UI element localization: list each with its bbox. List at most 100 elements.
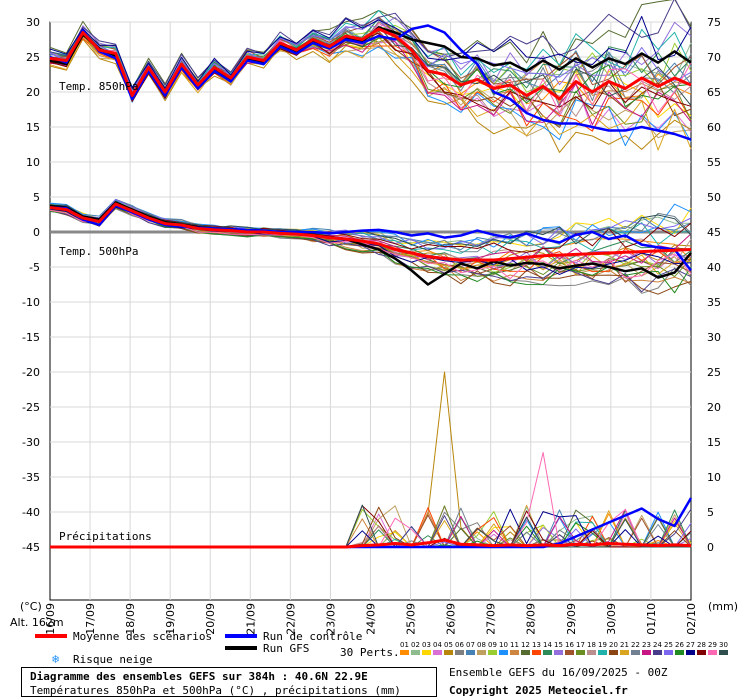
perturbation-swatch [675, 650, 684, 655]
left-axis-ticks: 30 25 20 15 10 5 0 -5 -10 -15 -20 -25 -30 -35 -40 -45 [22, 16, 40, 554]
left-tick-label: -5 [29, 261, 40, 274]
x-tick-label: 30/09 [605, 603, 618, 635]
altitude-label: Alt. 162m [10, 616, 64, 629]
perturbation-swatch [631, 650, 640, 655]
perturbation-swatch [598, 650, 607, 655]
perturbation-swatch [400, 650, 409, 655]
right-tick-label: 10 [707, 471, 721, 484]
left-tick-label: 25 [26, 51, 40, 64]
x-tick-label: 24/09 [364, 603, 377, 635]
t850-panel-label: Temp. 850hPa [59, 80, 138, 93]
right-tick-label: 35 [707, 296, 721, 309]
perturbations-count-label: 30 Perts. [340, 646, 400, 659]
x-tick-label: 22/09 [284, 603, 297, 635]
perturbation-swatch [510, 650, 519, 655]
x-tick-label: 26/09 [445, 603, 458, 635]
perturbation-number: 25 [664, 641, 673, 649]
perturbation-swatch [532, 650, 541, 655]
perturbation-swatch [499, 650, 508, 655]
right-tick-label: 15 [707, 436, 721, 449]
perturbation-number: 06 [455, 641, 464, 649]
perturbation-t500-line [49, 206, 692, 293]
x-tick-label: 17/09 [84, 603, 97, 635]
left-tick-label: -45 [22, 541, 40, 554]
perturbation-number: 20 [609, 641, 618, 649]
x-tick-label: 23/09 [324, 603, 337, 635]
x-tick-label: 01/10 [645, 603, 658, 635]
left-tick-label: 20 [26, 86, 40, 99]
perturbation-number: 08 [477, 641, 486, 649]
left-tick-label: -40 [22, 506, 40, 519]
perturbation-swatch [587, 650, 596, 655]
perturbation-number: 14 [543, 641, 552, 649]
perturbation-swatch [686, 650, 695, 655]
perturbation-number: 27 [686, 641, 695, 649]
right-tick-label: 20 [707, 401, 721, 414]
chart-subtitle: Températures 850hPa et 500hPa (°C) , pré… [30, 684, 401, 697]
x-tick-label: 02/10 [685, 603, 698, 635]
perturbation-swatch [455, 650, 464, 655]
perturbation-number: 09 [488, 641, 497, 649]
perturbation-number: 15 [554, 641, 563, 649]
perturbation-number: 23 [642, 641, 651, 649]
run-info: Ensemble GEFS du 16/09/2025 - 00Z [449, 666, 668, 679]
right-tick-label: 0 [707, 541, 714, 554]
perturbation-number: 16 [565, 641, 574, 649]
right-unit-label: (mm) [708, 600, 738, 613]
perturbation-swatch [609, 650, 618, 655]
perturbation-swatch [433, 650, 442, 655]
left-tick-label: -35 [22, 471, 40, 484]
main-lines [49, 24, 693, 549]
legend-mean-label: Moyenne des scénarios [73, 630, 212, 643]
perturbation-number: 17 [576, 641, 585, 649]
right-tick-label: 30 [707, 331, 721, 344]
x-axis-ticks: 16/09 17/09 18/09 19/09 20/09 21/09 22/09 23/09… [44, 603, 698, 635]
perturbation-number: 03 [422, 641, 431, 649]
mean-t850-line [49, 27, 692, 101]
perturbation-t500-line [49, 206, 692, 294]
perturbation-number: 11 [510, 641, 519, 649]
perturbation-number: 30 [719, 641, 728, 649]
perturbation-swatch [411, 650, 420, 655]
perturbation-swatch [466, 650, 475, 655]
perturbation-t850-line [49, 0, 692, 91]
x-tick-label: 21/09 [244, 603, 257, 635]
mean-t500-line [49, 202, 692, 262]
x-tick-label: 19/09 [164, 603, 177, 635]
perturbation-number: 28 [697, 641, 706, 649]
perturbation-swatch [653, 650, 662, 655]
right-tick-label: 75 [707, 16, 721, 29]
left-tick-label: 15 [26, 121, 40, 134]
x-tick-label: 28/09 [525, 603, 538, 635]
perturbation-swatch [554, 650, 563, 655]
perturbation-number: 10 [499, 641, 508, 649]
perturbation-number: 02 [411, 641, 420, 649]
x-tick-label: 18/09 [124, 603, 137, 635]
right-tick-label: 45 [707, 226, 721, 239]
left-tick-label: -15 [22, 331, 40, 344]
snowflake-icon: ❄ [52, 652, 59, 666]
left-tick-label: 0 [33, 226, 40, 239]
perturbation-swatch [422, 650, 431, 655]
perturbation-number: 04 [433, 641, 442, 649]
perturbation-swatch [477, 650, 486, 655]
left-tick-label: 5 [33, 191, 40, 204]
perturbation-number: 26 [675, 641, 684, 649]
legend-control-label: Run de contrôle [263, 630, 362, 643]
x-tick-label: 16/09 [44, 603, 57, 635]
legend-gfs-label: Run GFS [263, 642, 309, 655]
perturbation-swatch [697, 650, 706, 655]
left-tick-label: -20 [22, 366, 40, 379]
perturbation-swatch [664, 650, 673, 655]
left-tick-label: -10 [22, 296, 40, 309]
left-tick-label: 10 [26, 156, 40, 169]
perturbation-swatch [488, 650, 497, 655]
perturbation-number: 21 [620, 641, 629, 649]
chart-title: Diagramme des ensembles GEFS sur 384h : … [30, 670, 368, 683]
perturbation-swatch [521, 650, 530, 655]
left-tick-label: -25 [22, 401, 40, 414]
perturbation-swatch [719, 650, 728, 655]
perturbation-swatch [565, 650, 574, 655]
perturbation-number: 13 [532, 641, 541, 649]
